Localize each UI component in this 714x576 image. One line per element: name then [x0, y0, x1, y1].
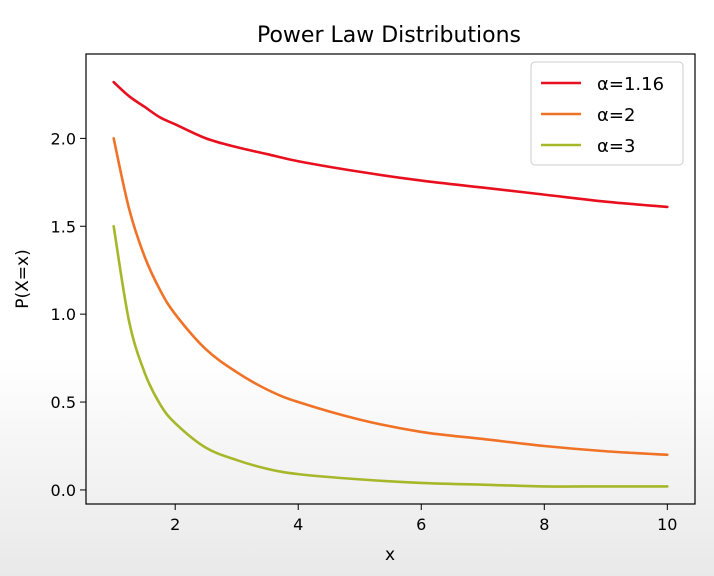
plot-area — [85, 53, 696, 505]
x-tick-label: 4 — [293, 515, 303, 534]
series-line-2 — [112, 137, 669, 457]
legend-label-1: α=1.16 — [597, 74, 664, 95]
chart-title: Power Law Distributions — [257, 23, 521, 48]
y-axis-ticks: 0.0 0.5 1.0 1.5 2.0 — [51, 129, 86, 500]
x-axis-label: x — [385, 545, 395, 565]
x-axis-ticks: 2 4 6 8 10 — [170, 504, 677, 534]
legend-box — [530, 61, 684, 166]
x-tick-label: 2 — [170, 515, 180, 534]
series-line-3 — [112, 224, 669, 488]
legend-label-2: α=2 — [597, 105, 635, 126]
y-tick-label: 0.0 — [51, 481, 76, 500]
series-layer — [112, 80, 669, 488]
y-tick-label: 0.5 — [51, 393, 76, 412]
y-tick-label: 2.0 — [51, 129, 76, 148]
series-line-1 — [112, 80, 669, 209]
x-tick-label: 6 — [416, 515, 426, 534]
x-tick-label: 10 — [657, 515, 677, 534]
y-axis-label: P(X=x) — [13, 249, 33, 308]
y-tick-label: 1.5 — [51, 217, 76, 236]
y-tick-label: 1.0 — [51, 305, 76, 324]
legend: α=1.16 α=2 α=3 — [530, 61, 684, 166]
legend-label-3: α=3 — [597, 136, 635, 157]
x-tick-label: 8 — [539, 515, 549, 534]
